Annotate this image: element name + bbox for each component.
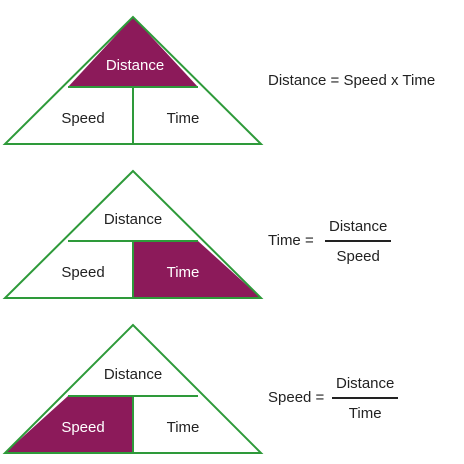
equation-time-denominator: Speed xyxy=(336,247,380,265)
triangle-3-top-section xyxy=(68,325,198,396)
triangle-1-right-label: Time xyxy=(167,110,200,127)
equation-time-lhs: Time = xyxy=(268,232,314,249)
triangle-3-left-label: Speed xyxy=(61,419,104,436)
equation-time-numerator: Distance xyxy=(329,218,388,235)
triangle-3-right-section xyxy=(133,396,261,453)
equation-speed-fraction: Distance Time xyxy=(332,375,399,422)
triangle-3-top-label: Distance xyxy=(104,366,162,383)
fraction-bar xyxy=(325,240,392,242)
triangle-time: Distance Speed Time xyxy=(2,169,264,299)
equation-speed-numerator: Distance xyxy=(336,375,395,392)
equation-distance: Distance = Speed x Time xyxy=(268,72,436,89)
triangle-3-left-section xyxy=(5,396,133,453)
triangle-2-right-section xyxy=(133,241,261,298)
triangle-1-top-label: Distance xyxy=(106,57,164,74)
equation-speed-lhs: Speed = xyxy=(268,389,325,406)
triangle-2-top-label: Distance xyxy=(104,211,162,228)
triangle-1-left-label: Speed xyxy=(61,110,104,127)
equation-time-fraction: Distance Speed xyxy=(325,218,392,265)
triangle-3-right-label: Time xyxy=(167,419,200,436)
triangle-2-top-section xyxy=(68,171,198,241)
equation-speed-denominator: Time xyxy=(348,404,382,422)
triangle-2-right-label: Time xyxy=(167,264,200,281)
triangle-speed: Distance Speed Time xyxy=(2,323,264,454)
triangle-2-left-section xyxy=(5,241,133,298)
triangle-2-left-label: Speed xyxy=(61,264,104,281)
triangle-1-top-section xyxy=(68,17,198,87)
fraction-bar xyxy=(332,397,399,399)
triangle-1-right-section xyxy=(133,87,261,144)
triangle-distance: Distance Speed Time xyxy=(2,15,264,145)
triangle-1-left-section xyxy=(5,87,133,144)
